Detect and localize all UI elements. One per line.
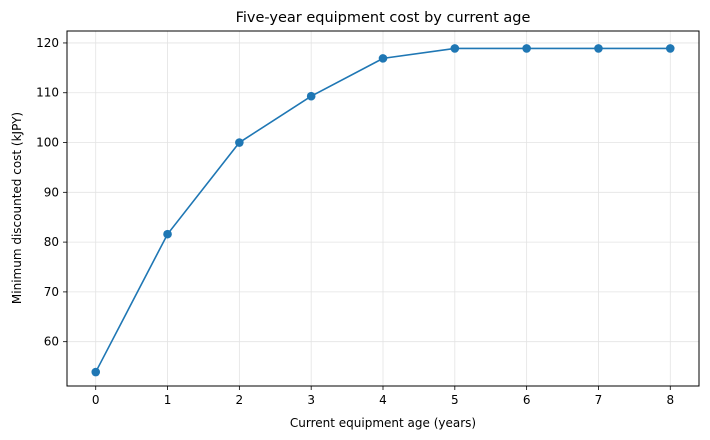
data-point [235, 138, 244, 147]
y-axis-title: Minimum discounted cost (kJPY) [10, 112, 24, 304]
x-tick-label: 4 [379, 393, 387, 407]
data-point [450, 44, 460, 53]
data-point [163, 229, 172, 239]
x-tick-label: 1 [164, 393, 172, 407]
axis-ticks: 0 1 2 3 4 5 6 7 8 60 70 80 90 100 110 120 [36, 36, 674, 407]
data-point [665, 44, 675, 53]
x-tick-label: 0 [92, 393, 100, 407]
y-tick-label: 80 [44, 235, 59, 249]
y-tick-label: 100 [36, 136, 59, 150]
x-tick-label: 7 [595, 393, 603, 407]
x-tick-label: 3 [307, 393, 315, 407]
y-tick-label: 60 [44, 335, 59, 349]
chart-title: Five-year equipment cost by current age [236, 10, 531, 26]
data-point [378, 54, 388, 63]
x-tick-label: 8 [666, 393, 674, 407]
y-tick-label: 110 [36, 86, 59, 100]
grid [67, 31, 699, 386]
x-tick-label: 6 [523, 393, 531, 407]
y-tick-label: 90 [44, 185, 59, 199]
data-point [594, 44, 603, 53]
y-tick-label: 70 [44, 285, 59, 299]
data-point [306, 91, 316, 101]
x-tick-label: 2 [236, 393, 244, 407]
x-tick-label: 5 [451, 393, 459, 407]
x-axis-title: Current equipment age (years) [290, 416, 476, 430]
series-layer [91, 44, 675, 377]
data-point [91, 367, 101, 377]
y-tick-label: 120 [36, 36, 59, 50]
data-point [522, 44, 531, 53]
